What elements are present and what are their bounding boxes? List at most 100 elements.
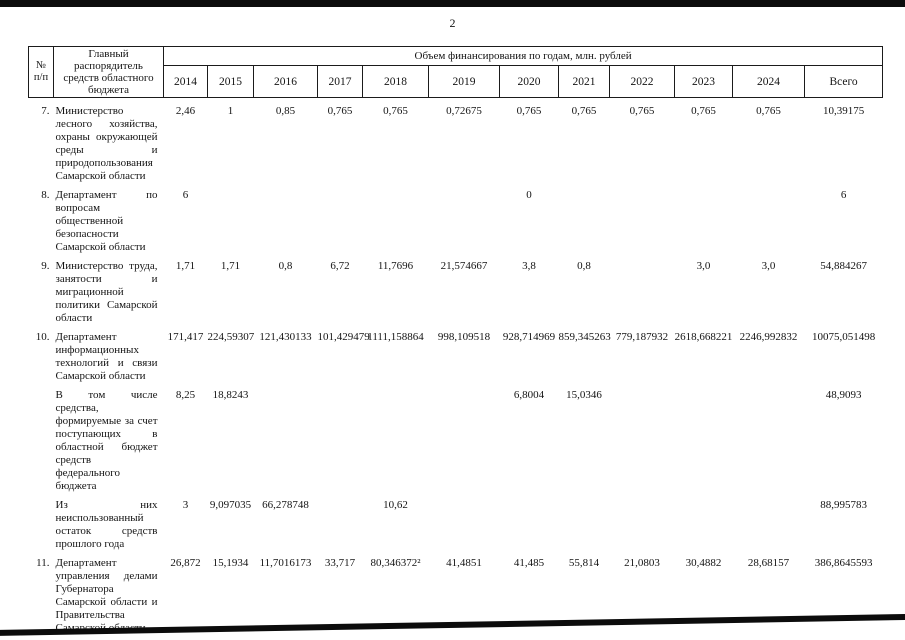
cell-value: 928,714969 — [502, 331, 556, 343]
cell-value — [254, 389, 318, 499]
cell-value: 1111,158864 — [367, 331, 424, 343]
cell-value: 15,0346 — [566, 389, 602, 401]
cell-value: 1 — [227, 105, 234, 117]
cell-value — [610, 389, 675, 499]
column-header-year: 2021 — [558, 65, 610, 98]
cell-value — [610, 189, 675, 260]
cell-value: 101,429479 — [317, 331, 370, 343]
cell-value: 0,765 — [327, 105, 353, 117]
table-row: Из них неиспользованный остаток средств … — [29, 499, 883, 557]
cell-value — [363, 389, 429, 499]
cell-value: 2,46 — [175, 105, 196, 117]
column-header-year: 2015 — [207, 65, 254, 98]
cell-value — [208, 189, 254, 260]
cell-value: 0,765 — [516, 105, 542, 117]
cell-value: 3,0 — [761, 260, 776, 272]
column-header-year: 2024 — [732, 65, 805, 98]
cell-value: 48,9093 — [825, 389, 862, 401]
cell-value: 386,8645593 — [814, 557, 873, 569]
cell-value — [318, 499, 363, 557]
cell-value — [318, 189, 363, 260]
cell-value: 121,430133 — [259, 331, 312, 343]
row-number — [29, 389, 54, 499]
column-header-year: 2023 — [674, 65, 733, 98]
cell-value — [429, 389, 500, 499]
cell-value — [429, 189, 500, 260]
cell-value: 2618,668221 — [674, 331, 733, 343]
cell-value: 54,884267 — [820, 260, 867, 272]
cell-value — [733, 499, 805, 557]
cell-value — [733, 189, 805, 260]
cell-value: 3,0 — [696, 260, 711, 272]
cell-value — [675, 499, 733, 557]
cell-value: 33,717 — [324, 557, 356, 569]
cell-value: 859,345263 — [558, 331, 611, 343]
cell-value — [318, 389, 363, 499]
cell-value — [429, 499, 500, 557]
cell-value — [675, 389, 733, 499]
cell-value — [675, 189, 733, 260]
cell-value: 66,278748 — [262, 499, 309, 511]
cell-value: 88,995783 — [820, 499, 867, 511]
cell-value — [733, 389, 805, 499]
cell-value — [559, 189, 610, 260]
row-name: Министерство лесного хозяйства, охраны о… — [55, 105, 158, 182]
row-name: Министерство труда, занятости и миграцио… — [55, 260, 158, 324]
cell-value: 11,7696 — [377, 260, 414, 272]
cell-value: 0,765 — [691, 105, 716, 117]
row-number: 7. — [41, 105, 50, 117]
cell-value: 9,097035 — [209, 499, 252, 511]
cell-value: 41,485 — [513, 557, 545, 569]
cell-value: 55,814 — [568, 557, 600, 569]
row-name: Из них неиспользованный остаток средств … — [55, 499, 158, 550]
cell-value: 0,765 — [629, 105, 655, 117]
cell-value — [363, 189, 429, 260]
cell-value: 0,72675 — [446, 105, 482, 117]
cell-value: 1,71 — [175, 260, 196, 272]
column-header-year: 2016 — [253, 65, 318, 98]
cell-value: 224,59307 — [207, 331, 255, 343]
cell-value: 21,574667 — [440, 260, 488, 272]
cell-value — [559, 499, 610, 557]
table-header: № п/п Главный распорядитель средств обла… — [28, 45, 884, 98]
table-row: 11. Департамент управления делами Губерна… — [29, 557, 883, 640]
row-number — [29, 499, 54, 557]
column-header-row-number: № п/п — [28, 46, 54, 98]
row-name: Департамент по вопросам общественной без… — [55, 189, 158, 253]
cell-value: 26,872 — [170, 557, 201, 569]
column-header-year: 2019 — [428, 65, 500, 98]
table-body: 7. Министерство лесного хозяйства, охраны… — [29, 98, 883, 640]
column-header-financing-span: Объем финансирования по годам, млн. рубл… — [162, 45, 884, 67]
cell-value: 3,8 — [522, 260, 536, 272]
column-header-year: 2014 — [163, 65, 208, 98]
cell-value: 0,8 — [577, 260, 591, 272]
column-header-disposer: Главный распорядитель средств областного… — [53, 46, 164, 98]
cell-value: 10,62 — [383, 499, 408, 511]
table-row: В том числе средства, формируемые за сче… — [29, 389, 883, 499]
cell-value: 998,109518 — [437, 331, 491, 343]
row-name: Департамент управления делами Губернатор… — [55, 557, 158, 634]
cell-value — [610, 260, 675, 331]
cell-value: 1,71 — [220, 260, 241, 272]
table-row: 8. Департамент по вопросам общественной б… — [29, 189, 883, 260]
cell-value: 0,765 — [756, 105, 781, 117]
cell-value: 0,85 — [275, 105, 296, 117]
row-number: 10. — [35, 331, 50, 343]
row-number: 11. — [36, 557, 50, 569]
cell-value: 18,8243 — [212, 389, 249, 401]
cell-value: 28,68157 — [747, 557, 790, 569]
cell-value: 80,346372² — [370, 557, 421, 569]
cell-value: 171,417 — [167, 331, 204, 343]
row-number: 8. — [41, 189, 50, 201]
cell-value — [610, 499, 675, 557]
cell-value — [254, 189, 318, 260]
page-number: 2 — [449, 16, 456, 30]
column-header-year: 2018 — [362, 65, 429, 98]
cell-value: 0,765 — [383, 105, 408, 117]
column-header-total: Всего — [803, 65, 884, 98]
cell-value: 11,7016173 — [259, 557, 312, 569]
cell-value: 6,72 — [330, 260, 350, 272]
cell-value: 6,8004 — [513, 389, 545, 401]
cell-value: 2246,992832 — [739, 331, 798, 343]
cell-value: 21,0803 — [624, 557, 660, 569]
